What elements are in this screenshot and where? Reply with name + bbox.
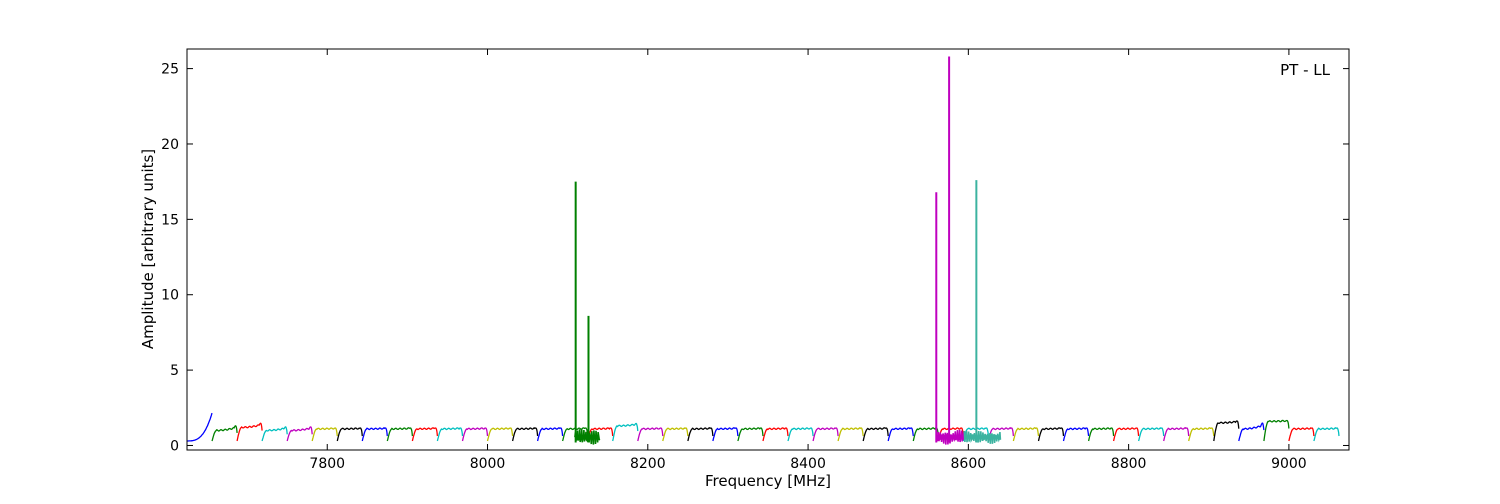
series-line xyxy=(1087,427,1115,442)
x-tick-label: 8400 xyxy=(790,456,826,472)
series-line xyxy=(286,426,313,442)
y-tick-label: 10 xyxy=(161,288,179,304)
y-tick-label: 5 xyxy=(170,363,179,379)
series-line xyxy=(662,427,689,442)
chart-annotation: PT - LL xyxy=(1280,61,1331,79)
series-line xyxy=(511,427,539,442)
series-line xyxy=(612,422,639,442)
spike-layer xyxy=(574,56,978,443)
series-line xyxy=(837,427,864,442)
series-line xyxy=(386,427,414,442)
series-line xyxy=(712,427,739,442)
series-line xyxy=(236,422,263,442)
series-line xyxy=(637,427,664,442)
series-line xyxy=(987,426,1015,442)
series-line xyxy=(587,427,614,442)
series-line xyxy=(261,426,288,442)
series-line xyxy=(812,427,839,442)
x-tick-label: 8800 xyxy=(1111,456,1147,472)
series-line xyxy=(1188,427,1215,442)
series-line xyxy=(1213,420,1240,442)
series-line xyxy=(1062,427,1090,442)
y-tick-label: 15 xyxy=(161,212,179,228)
series-line xyxy=(862,427,889,442)
series-line xyxy=(311,427,338,442)
x-tick-label: 9000 xyxy=(1271,456,1307,472)
noisy-series-line xyxy=(963,430,1002,444)
noisy-series-line xyxy=(574,429,601,445)
series-line xyxy=(486,427,514,442)
series-line xyxy=(912,427,939,442)
series-line xyxy=(536,427,564,442)
series-line xyxy=(1012,427,1040,442)
x-tick-label: 8600 xyxy=(951,456,987,472)
series-line xyxy=(1137,427,1165,442)
series-line xyxy=(1037,427,1065,442)
y-tick-label: 20 xyxy=(161,137,179,153)
series-line xyxy=(436,427,464,442)
series-line xyxy=(1238,422,1265,442)
series-line xyxy=(887,427,914,442)
y-tick-label: 0 xyxy=(170,438,179,454)
plot-frame xyxy=(186,48,1350,451)
x-tick-label: 7800 xyxy=(309,456,345,472)
series-line xyxy=(737,427,764,442)
series-line xyxy=(1288,427,1315,442)
x-ticks: 7800 8000 8200 8400 8600 8800 9000 xyxy=(309,49,1307,472)
series-line xyxy=(1263,419,1290,442)
series-line xyxy=(1163,427,1190,442)
series-line xyxy=(762,427,789,442)
series-line xyxy=(187,412,213,442)
series-line xyxy=(787,427,814,442)
noisy-series-line xyxy=(935,429,966,445)
x-axis-label: Frequency [MHz] xyxy=(705,472,831,490)
series-line xyxy=(411,427,439,442)
series-line xyxy=(937,427,964,442)
x-tick-label: 8200 xyxy=(630,456,666,472)
series-line xyxy=(336,427,363,442)
series-line xyxy=(1313,427,1340,442)
series-layer xyxy=(187,412,1340,445)
series-line xyxy=(361,426,388,442)
series-line xyxy=(211,425,238,442)
series-line xyxy=(1112,427,1140,442)
x-tick-label: 8000 xyxy=(470,456,506,472)
y-axis-label: Amplitude [arbitrary units] xyxy=(139,149,157,349)
y-tick-label: 25 xyxy=(161,62,179,78)
y-ticks: 0 5 10 15 20 25 xyxy=(161,62,1349,454)
series-line xyxy=(461,427,489,442)
series-line xyxy=(687,427,714,442)
